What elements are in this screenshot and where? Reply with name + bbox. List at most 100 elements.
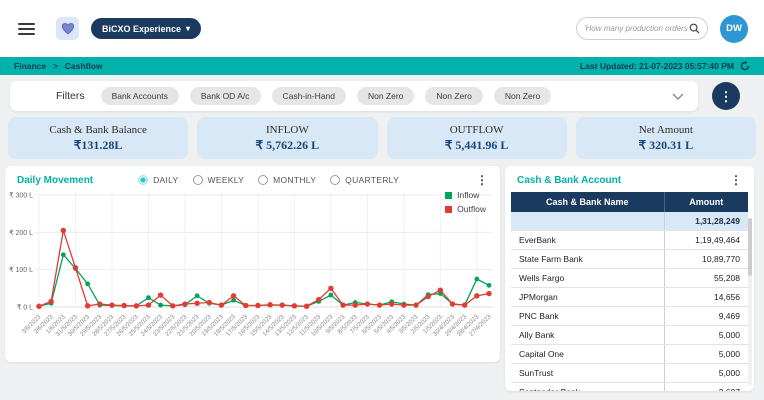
outflow-point[interactable]	[303, 303, 310, 309]
outflow-point[interactable]	[425, 293, 431, 300]
table-row[interactable]: State Farm Bank 10,89,770	[511, 249, 748, 269]
outflow-point[interactable]	[133, 303, 139, 309]
inflow-point[interactable]	[60, 252, 66, 258]
outflow-point[interactable]	[218, 302, 225, 308]
breadcrumb-finance[interactable]: Finance	[14, 61, 47, 71]
table-row[interactable]: JPMorgan 14,656	[511, 287, 748, 307]
filter-chip[interactable]: Bank Accounts	[100, 87, 179, 105]
inflow-point[interactable]	[146, 295, 151, 301]
experience-dropdown-button[interactable]: BiCXO Experience ▾	[91, 18, 202, 39]
radio-icon[interactable]	[138, 175, 149, 185]
interval-radio-weekly[interactable]: WEEKLY	[192, 175, 245, 185]
outflow-point[interactable]	[316, 296, 322, 303]
radio-icon[interactable]	[330, 175, 341, 185]
breadcrumb-bar: Finance > Cashflow Last Updated: 21-07-2…	[0, 57, 764, 75]
filter-chip[interactable]: Non Zero	[493, 87, 552, 105]
radio-icon[interactable]	[258, 175, 269, 185]
inflow-point[interactable]	[231, 297, 236, 303]
chart-menu-icon[interactable]: ⋮	[476, 173, 488, 187]
bank-name-cell: JPMorgan	[511, 287, 664, 307]
legend-item-outflow[interactable]: Outflow	[445, 204, 486, 214]
filter-chip[interactable]: Bank OD A/c	[189, 87, 261, 105]
y-axis-tick: ₹ 300 L	[9, 192, 33, 200]
kpi-label: INFLOW	[265, 123, 309, 136]
inflow-point[interactable]	[85, 281, 91, 287]
outflow-point[interactable]	[437, 287, 444, 293]
outflow-point[interactable]	[243, 302, 249, 309]
outflow-point[interactable]	[170, 303, 176, 309]
outflow-point[interactable]	[267, 302, 273, 308]
inflow-point[interactable]	[328, 292, 334, 298]
outflow-point[interactable]	[182, 301, 188, 307]
more-actions-button[interactable]: ⋮	[712, 82, 740, 110]
outflow-point[interactable]	[291, 303, 298, 309]
table-row[interactable]: PNC Bank 9,469	[511, 306, 748, 326]
table-row[interactable]: Santander Bank3,607	[511, 382, 748, 391]
outflow-point[interactable]	[230, 293, 237, 299]
y-axis-tick: ₹ 100 L	[9, 266, 33, 274]
outflow-point[interactable]	[279, 302, 285, 308]
kpi-card-inflow: INFLOW ₹ 5,762.26 L	[197, 117, 378, 159]
bank-name-cell: State Farm Bank	[511, 249, 664, 269]
avatar[interactable]: DW	[720, 14, 748, 43]
inflow-point[interactable]	[194, 293, 200, 299]
outflow-point[interactable]	[194, 300, 200, 306]
table-row[interactable]: SunTrust 5,000	[511, 363, 748, 383]
amount-cell: 14,656	[663, 287, 748, 307]
menu-icon[interactable]	[18, 22, 35, 35]
outflow-point[interactable]	[413, 302, 419, 308]
table-menu-icon[interactable]: ⋮	[730, 173, 742, 187]
outflow-point[interactable]	[364, 301, 371, 307]
outflow-point[interactable]	[60, 227, 67, 234]
outflow-point[interactable]	[157, 292, 164, 298]
chevron-down-icon[interactable]	[672, 93, 684, 100]
outflow-point[interactable]	[206, 299, 212, 306]
search-input[interactable]	[584, 24, 689, 33]
outflow-point[interactable]	[376, 302, 383, 308]
table-row[interactable]: Ally Bank 5,000	[511, 325, 748, 345]
outflow-point[interactable]	[401, 302, 407, 308]
outflow-point[interactable]	[255, 302, 261, 309]
interval-radio-quarterly[interactable]: QUARTERLY	[330, 175, 399, 185]
table-scrollbar[interactable]	[748, 218, 752, 386]
kpi-label: Net Amount	[638, 123, 693, 136]
outflow-point[interactable]	[48, 298, 54, 305]
filter-chip[interactable]: Non Zero	[356, 87, 415, 105]
bank-name-cell: Santander Bank	[511, 382, 664, 391]
inflow-point[interactable]	[486, 282, 492, 288]
legend-item-inflow[interactable]: Inflow	[445, 190, 486, 200]
outflow-point[interactable]	[84, 303, 91, 309]
outflow-point[interactable]	[461, 302, 468, 308]
outflow-point[interactable]	[340, 302, 346, 308]
breadcrumb-cashflow[interactable]: Cashflow	[64, 61, 103, 71]
outflow-point[interactable]	[352, 302, 358, 308]
search-box[interactable]	[576, 17, 708, 40]
outflow-point[interactable]	[328, 285, 334, 292]
outflow-point[interactable]	[474, 293, 480, 299]
refresh-icon[interactable]	[740, 61, 750, 71]
outflow-point[interactable]	[121, 302, 127, 309]
outflow-point[interactable]	[109, 302, 115, 308]
outflow-point[interactable]	[72, 265, 79, 271]
kpi-value: ₹131.28L	[73, 137, 123, 152]
table-row[interactable]: Capital One 5,000	[511, 344, 748, 364]
outflow-point[interactable]	[389, 301, 395, 307]
outflow-point[interactable]	[486, 290, 492, 297]
search-icon[interactable]	[689, 23, 700, 34]
interval-radio-monthly[interactable]: MONTHLY	[258, 175, 316, 185]
bicxo-logo-icon[interactable]	[56, 17, 79, 40]
amount-cell: 5,000	[663, 363, 748, 383]
filter-chip[interactable]: Non Zero	[425, 87, 483, 105]
table-row[interactable]: Wells Fargo 55,208	[511, 268, 748, 288]
outflow-point[interactable]	[449, 301, 456, 307]
inflow-point[interactable]	[474, 276, 480, 282]
amount-cell: 55,208	[663, 268, 748, 288]
table-row[interactable]: EverBank 1,19,49,464	[511, 230, 748, 250]
inflow-point[interactable]	[158, 302, 164, 308]
outflow-point[interactable]	[145, 302, 152, 308]
outflow-point[interactable]	[97, 301, 103, 307]
outflow-point[interactable]	[36, 303, 42, 309]
filter-chip[interactable]: Cash-in-Hand	[271, 87, 346, 105]
radio-icon[interactable]	[192, 175, 203, 185]
interval-radio-daily[interactable]: DAILY	[138, 175, 178, 185]
